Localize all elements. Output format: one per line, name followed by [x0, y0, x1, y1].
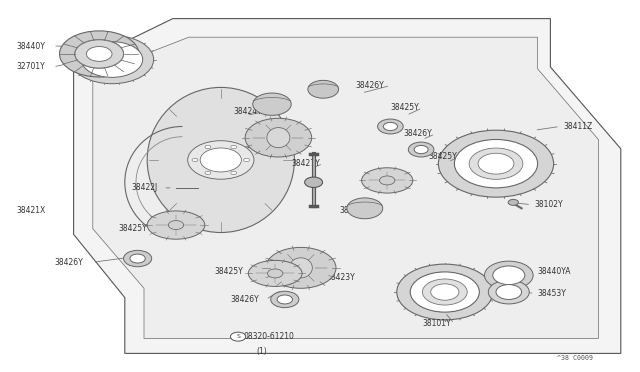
Circle shape	[408, 142, 434, 157]
Circle shape	[410, 272, 479, 312]
Text: 38453Y: 38453Y	[538, 289, 566, 298]
Ellipse shape	[248, 260, 302, 286]
Circle shape	[484, 261, 533, 289]
Circle shape	[277, 295, 292, 304]
Circle shape	[230, 332, 246, 341]
Text: 08320-61210: 08320-61210	[243, 332, 294, 341]
Ellipse shape	[267, 128, 290, 148]
Circle shape	[347, 198, 383, 219]
Circle shape	[414, 145, 428, 154]
Text: 38426Y: 38426Y	[230, 295, 259, 304]
Text: 38411Z: 38411Z	[563, 122, 593, 131]
Polygon shape	[74, 19, 621, 353]
Circle shape	[454, 140, 538, 188]
Ellipse shape	[245, 118, 312, 157]
Circle shape	[200, 148, 241, 172]
Circle shape	[205, 171, 211, 174]
Circle shape	[305, 177, 323, 187]
Text: 38422J: 38422J	[131, 183, 157, 192]
Text: 32701Y: 32701Y	[16, 62, 45, 71]
Text: (1): (1)	[256, 347, 267, 356]
Text: 38426Y: 38426Y	[403, 129, 432, 138]
Text: 38421X: 38421X	[16, 206, 45, 215]
Circle shape	[75, 40, 124, 68]
Circle shape	[205, 145, 211, 149]
Text: 38440Y: 38440Y	[16, 42, 45, 51]
Circle shape	[397, 264, 493, 320]
Circle shape	[192, 158, 198, 162]
Circle shape	[469, 148, 523, 179]
Text: 38427Y: 38427Y	[291, 159, 320, 168]
Circle shape	[493, 266, 525, 285]
Text: S: S	[236, 334, 240, 339]
Circle shape	[130, 254, 145, 263]
Text: 38424Y: 38424Y	[339, 206, 368, 215]
Text: 38102Y: 38102Y	[534, 200, 563, 209]
Circle shape	[244, 158, 250, 162]
Circle shape	[231, 145, 237, 149]
Ellipse shape	[289, 258, 312, 278]
Text: 38425Y: 38425Y	[214, 267, 243, 276]
Circle shape	[271, 291, 299, 308]
Text: 38423Y: 38423Y	[326, 273, 355, 282]
Circle shape	[478, 153, 514, 174]
Text: 38101Y: 38101Y	[422, 319, 451, 328]
Circle shape	[70, 35, 154, 84]
Circle shape	[378, 119, 403, 134]
Text: 38425Y: 38425Y	[390, 103, 419, 112]
Circle shape	[268, 269, 283, 278]
Ellipse shape	[362, 168, 413, 193]
Ellipse shape	[147, 87, 294, 232]
Text: ^38 C0009: ^38 C0009	[557, 355, 593, 361]
Ellipse shape	[147, 211, 205, 239]
Circle shape	[168, 221, 184, 230]
Text: 38424YA: 38424YA	[234, 107, 267, 116]
Text: 38425Y: 38425Y	[118, 224, 147, 233]
Text: 38440YA: 38440YA	[538, 267, 571, 276]
Text: 38426Y: 38426Y	[355, 81, 384, 90]
Circle shape	[188, 141, 254, 179]
Circle shape	[60, 31, 139, 77]
Circle shape	[86, 46, 112, 61]
Text: 38425Y: 38425Y	[429, 152, 458, 161]
Text: 38423Y: 38423Y	[246, 141, 275, 150]
Circle shape	[438, 130, 554, 197]
Circle shape	[81, 42, 143, 77]
Circle shape	[75, 40, 124, 68]
Circle shape	[383, 122, 397, 131]
Circle shape	[124, 250, 152, 267]
Circle shape	[380, 176, 395, 185]
Circle shape	[253, 93, 291, 115]
Circle shape	[422, 279, 467, 305]
Circle shape	[431, 284, 459, 300]
Polygon shape	[93, 37, 598, 339]
Circle shape	[231, 171, 237, 174]
Ellipse shape	[266, 247, 336, 288]
Circle shape	[496, 285, 522, 299]
Circle shape	[488, 280, 529, 304]
Text: 38426Y: 38426Y	[54, 258, 83, 267]
Circle shape	[308, 80, 339, 98]
Circle shape	[508, 199, 518, 205]
